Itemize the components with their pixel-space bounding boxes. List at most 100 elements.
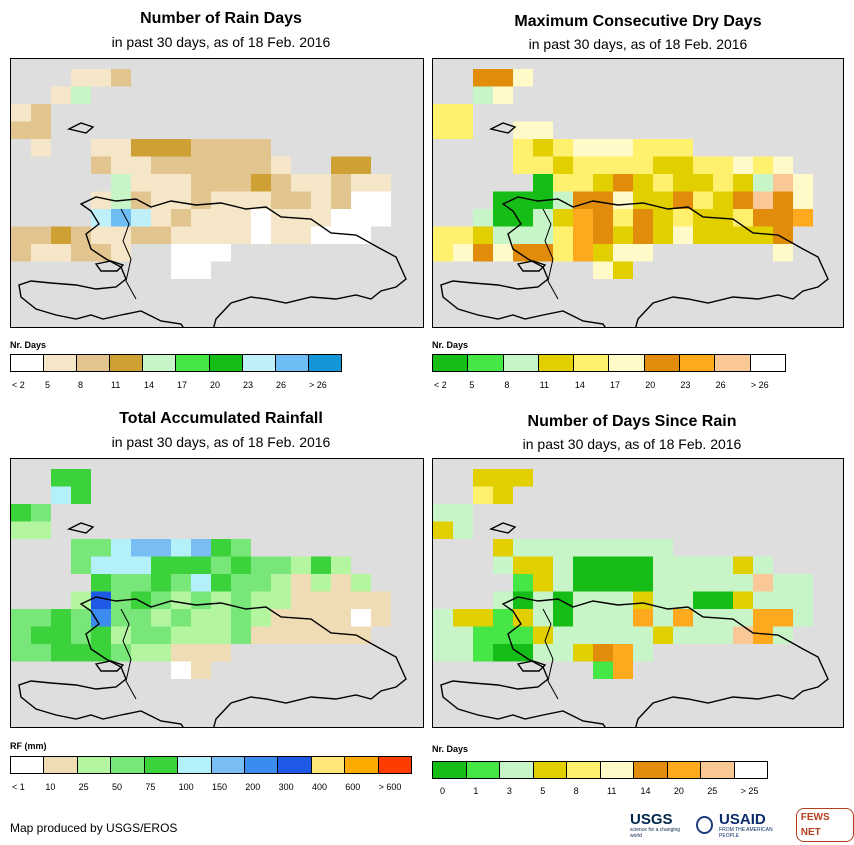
grid-cell [91, 539, 111, 557]
legend-swatch [644, 355, 681, 371]
map-svg [433, 69, 829, 327]
grid-cell [211, 556, 231, 574]
grid-cell [271, 591, 291, 609]
grid-cell [11, 244, 31, 262]
grid-cell [71, 244, 91, 262]
panel-title: Number of Days Since Rain [527, 413, 737, 430]
map-days-since-rain [432, 458, 844, 728]
legend-title: RF (mm) [10, 741, 47, 751]
legend-label: 0 [440, 786, 446, 796]
grid-cell [211, 574, 231, 592]
grid-cell [351, 174, 371, 192]
grid-cell [371, 174, 391, 192]
grid-cell [613, 191, 633, 209]
grid-cell [291, 591, 311, 609]
legend-swatch [345, 757, 379, 773]
legend-label: 3 [506, 786, 512, 796]
grid-cell [553, 244, 573, 262]
legend-label: 50 [111, 782, 122, 792]
grid-cell [453, 104, 473, 122]
grid-cell [673, 156, 693, 174]
grid-cell [653, 591, 673, 609]
grid-cell [653, 156, 673, 174]
map-svg [11, 69, 407, 327]
grid-cell [171, 156, 191, 174]
grid-cell [553, 156, 573, 174]
grid-cell [573, 591, 593, 609]
grid-cell [513, 69, 533, 87]
grid-cell [151, 556, 171, 574]
map-rain-days [10, 58, 424, 328]
grid-cell [31, 244, 51, 262]
grid-cell [311, 174, 331, 192]
grid-cell [211, 609, 231, 627]
grid-cell [453, 121, 473, 139]
grid-cell [513, 556, 533, 574]
coastline [516, 260, 547, 272]
legend-label: > 25 [740, 786, 759, 796]
grid-cell [11, 104, 31, 122]
grid-cell [71, 609, 91, 627]
usgs-tagline: science for a changing world [630, 826, 681, 839]
grid-cell [633, 539, 653, 557]
legend-swatch [244, 757, 279, 773]
grid-cell [171, 261, 191, 279]
grid-cell [473, 644, 493, 662]
grid-cell [191, 244, 211, 262]
grid-cell [693, 156, 713, 174]
legend-label: 25 [707, 786, 718, 796]
grid-cell [673, 226, 693, 244]
grid-cell [453, 644, 473, 662]
grid-cell [513, 626, 533, 644]
grid-cell [513, 156, 533, 174]
fews-logo-text: FEWS NET [795, 808, 854, 842]
grid-cell [51, 626, 71, 644]
grid-cell [793, 609, 813, 627]
grid-cell [111, 139, 131, 157]
legend-label: 17 [177, 380, 188, 390]
grid-cell [231, 574, 251, 592]
grid-cell [251, 226, 271, 244]
grid-cell [633, 156, 653, 174]
legend-swatch [11, 355, 45, 371]
grid-cell [573, 539, 593, 557]
grid-cell [593, 174, 613, 192]
grid-cell [593, 626, 613, 644]
grid-cell [593, 156, 613, 174]
grid-cell [613, 556, 633, 574]
grid-cell [613, 574, 633, 592]
grid-cell [351, 574, 371, 592]
grid-cell [553, 574, 573, 592]
legend-label: 17 [610, 380, 621, 390]
grid-cell [151, 209, 171, 227]
grid-cell [31, 139, 51, 157]
grid-cell [71, 226, 91, 244]
legend-label: < 2 [434, 380, 447, 390]
legend-label: 23 [680, 380, 691, 390]
legend-swatch [44, 355, 78, 371]
grid-cell [171, 626, 191, 644]
usaid-seal-icon [695, 816, 714, 834]
usgs-logo: USGS science for a changing world [630, 812, 690, 839]
grid-cell [131, 174, 151, 192]
grid-cell [713, 226, 733, 244]
grid-cell [211, 191, 231, 209]
grid-cell [11, 121, 31, 139]
country-border [120, 208, 137, 300]
grid-cell [433, 609, 453, 627]
map-max-dry-days [432, 58, 844, 328]
grid-cell [533, 626, 553, 644]
grid-cell [513, 209, 533, 227]
grid-cell [191, 574, 211, 592]
grid-cell [633, 191, 653, 209]
grid-cell [111, 626, 131, 644]
grid-cell [251, 139, 271, 157]
grid-cell [553, 209, 573, 227]
panel-subtitle: in past 30 days, as of 18 Feb. 2016 [522, 436, 742, 452]
grid-cell [473, 86, 493, 104]
grid-cell [91, 556, 111, 574]
legend-labels: 0 1 3 5 8 11 14 20 25 > 25 [440, 786, 774, 796]
grid-cell [111, 69, 131, 87]
grid-cell [553, 609, 573, 627]
grid-cell [693, 191, 713, 209]
